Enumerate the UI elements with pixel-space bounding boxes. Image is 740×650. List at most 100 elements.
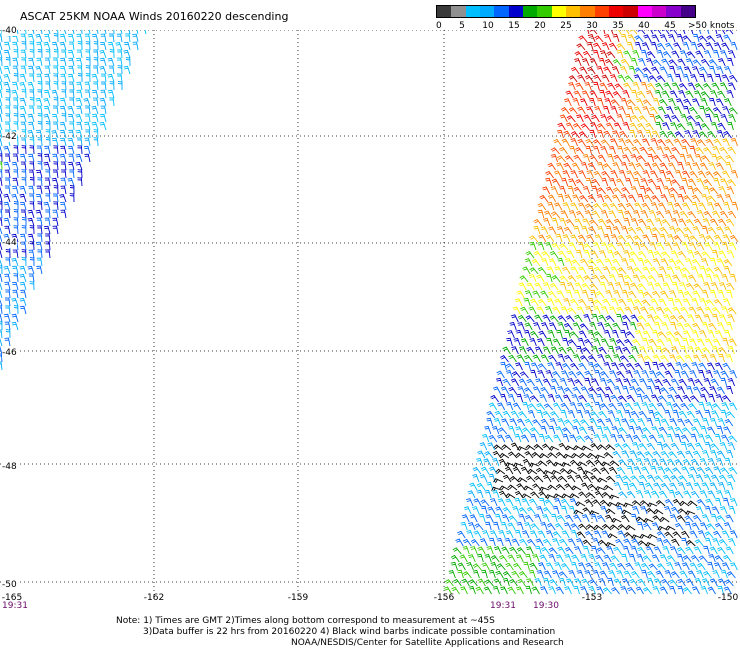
wind-barb xyxy=(20,209,27,219)
wind-barb xyxy=(465,498,474,507)
wind-barb xyxy=(460,586,468,595)
wind-barb xyxy=(694,121,702,131)
wind-barb xyxy=(537,370,545,379)
wind-barb xyxy=(690,426,700,435)
wind-barb xyxy=(674,426,684,435)
wind-barb xyxy=(584,81,592,91)
wind-barb xyxy=(501,514,510,523)
wind-barb xyxy=(603,451,614,459)
wind-barb xyxy=(576,409,584,419)
wind-barb xyxy=(707,201,715,211)
wind-barb xyxy=(553,170,562,179)
wind-barb xyxy=(0,209,3,219)
wind-barb xyxy=(717,122,726,131)
wind-barb xyxy=(701,578,710,587)
wind-barb xyxy=(541,258,549,267)
wind-barb xyxy=(52,57,59,67)
wind-barb xyxy=(658,362,667,371)
wind-barb xyxy=(52,193,59,203)
wind-barb xyxy=(563,98,572,107)
wind-barb xyxy=(29,241,35,251)
wind-barb xyxy=(647,502,658,508)
wind-barb xyxy=(613,482,622,491)
wind-barb xyxy=(646,385,654,395)
wind-barb xyxy=(514,433,522,443)
wind-barb xyxy=(5,57,11,67)
wind-barb xyxy=(656,75,666,83)
wind-barb xyxy=(683,490,692,499)
wind-barb xyxy=(657,138,666,147)
wind-barb xyxy=(674,394,683,403)
wind-barb xyxy=(543,217,551,227)
wind-barb xyxy=(487,442,496,451)
wind-barb xyxy=(699,162,708,171)
wind-barb xyxy=(85,41,91,51)
wind-barb xyxy=(622,89,630,99)
wind-barb xyxy=(652,59,662,67)
wind-barb xyxy=(620,586,628,595)
wind-barb xyxy=(692,386,701,395)
wind-barb xyxy=(52,225,59,235)
wind-barb xyxy=(645,546,654,555)
wind-barb xyxy=(13,225,19,235)
wind-barb xyxy=(658,426,668,435)
wind-barb xyxy=(664,370,673,379)
wind-barb xyxy=(552,402,562,411)
wind-barb xyxy=(100,105,107,115)
wind-barb xyxy=(556,514,566,523)
wind-barb xyxy=(636,322,645,331)
wind-barb xyxy=(694,153,703,163)
wind-barb xyxy=(594,106,602,115)
wind-barb xyxy=(29,201,35,211)
wind-barb xyxy=(654,417,662,427)
wind-barb xyxy=(650,137,658,147)
wind-barb xyxy=(624,75,634,83)
wind-barb xyxy=(555,233,563,243)
wind-barb xyxy=(629,251,639,259)
wind-barb xyxy=(643,518,654,524)
wind-barb xyxy=(559,538,568,547)
wind-barb xyxy=(553,493,564,499)
wind-barb xyxy=(577,234,587,243)
wind-barb xyxy=(709,353,717,363)
wind-barb xyxy=(4,177,11,187)
wind-barb xyxy=(647,249,655,259)
lat-label: -50 xyxy=(2,580,17,590)
wind-barb xyxy=(701,347,711,355)
wind-barb xyxy=(549,445,560,451)
wind-barb xyxy=(607,577,614,587)
wind-barb xyxy=(603,329,611,339)
wind-barb xyxy=(724,418,734,427)
wind-barb xyxy=(724,193,733,203)
wind-barb xyxy=(526,282,535,291)
wind-barb xyxy=(556,329,563,339)
wind-barb xyxy=(635,490,644,499)
wind-barb xyxy=(29,137,35,147)
wind-barb xyxy=(512,402,522,411)
wind-barb xyxy=(535,538,544,547)
wind-barb xyxy=(526,506,536,515)
wind-barb xyxy=(688,274,697,283)
wind-barb xyxy=(13,113,19,123)
wind-barb xyxy=(538,497,546,507)
wind-barb xyxy=(708,162,717,171)
wind-barb xyxy=(546,273,553,283)
wind-barb xyxy=(60,73,67,83)
wind-barb xyxy=(537,202,547,211)
wind-barb xyxy=(19,153,27,163)
wind-barb xyxy=(713,466,722,475)
wind-barb xyxy=(4,337,11,347)
wind-barb xyxy=(44,153,51,163)
wind-barb xyxy=(726,250,735,259)
wind-barb xyxy=(519,538,528,547)
wind-barb xyxy=(638,481,646,491)
wind-barb xyxy=(525,578,534,587)
wind-barb xyxy=(548,425,556,435)
wind-barb xyxy=(558,346,567,355)
wind-barb xyxy=(660,258,669,267)
wind-barb xyxy=(597,444,608,451)
wind-barb xyxy=(123,49,131,59)
wind-barb xyxy=(704,531,714,539)
wind-barb xyxy=(536,274,545,283)
wind-barb xyxy=(575,210,585,219)
